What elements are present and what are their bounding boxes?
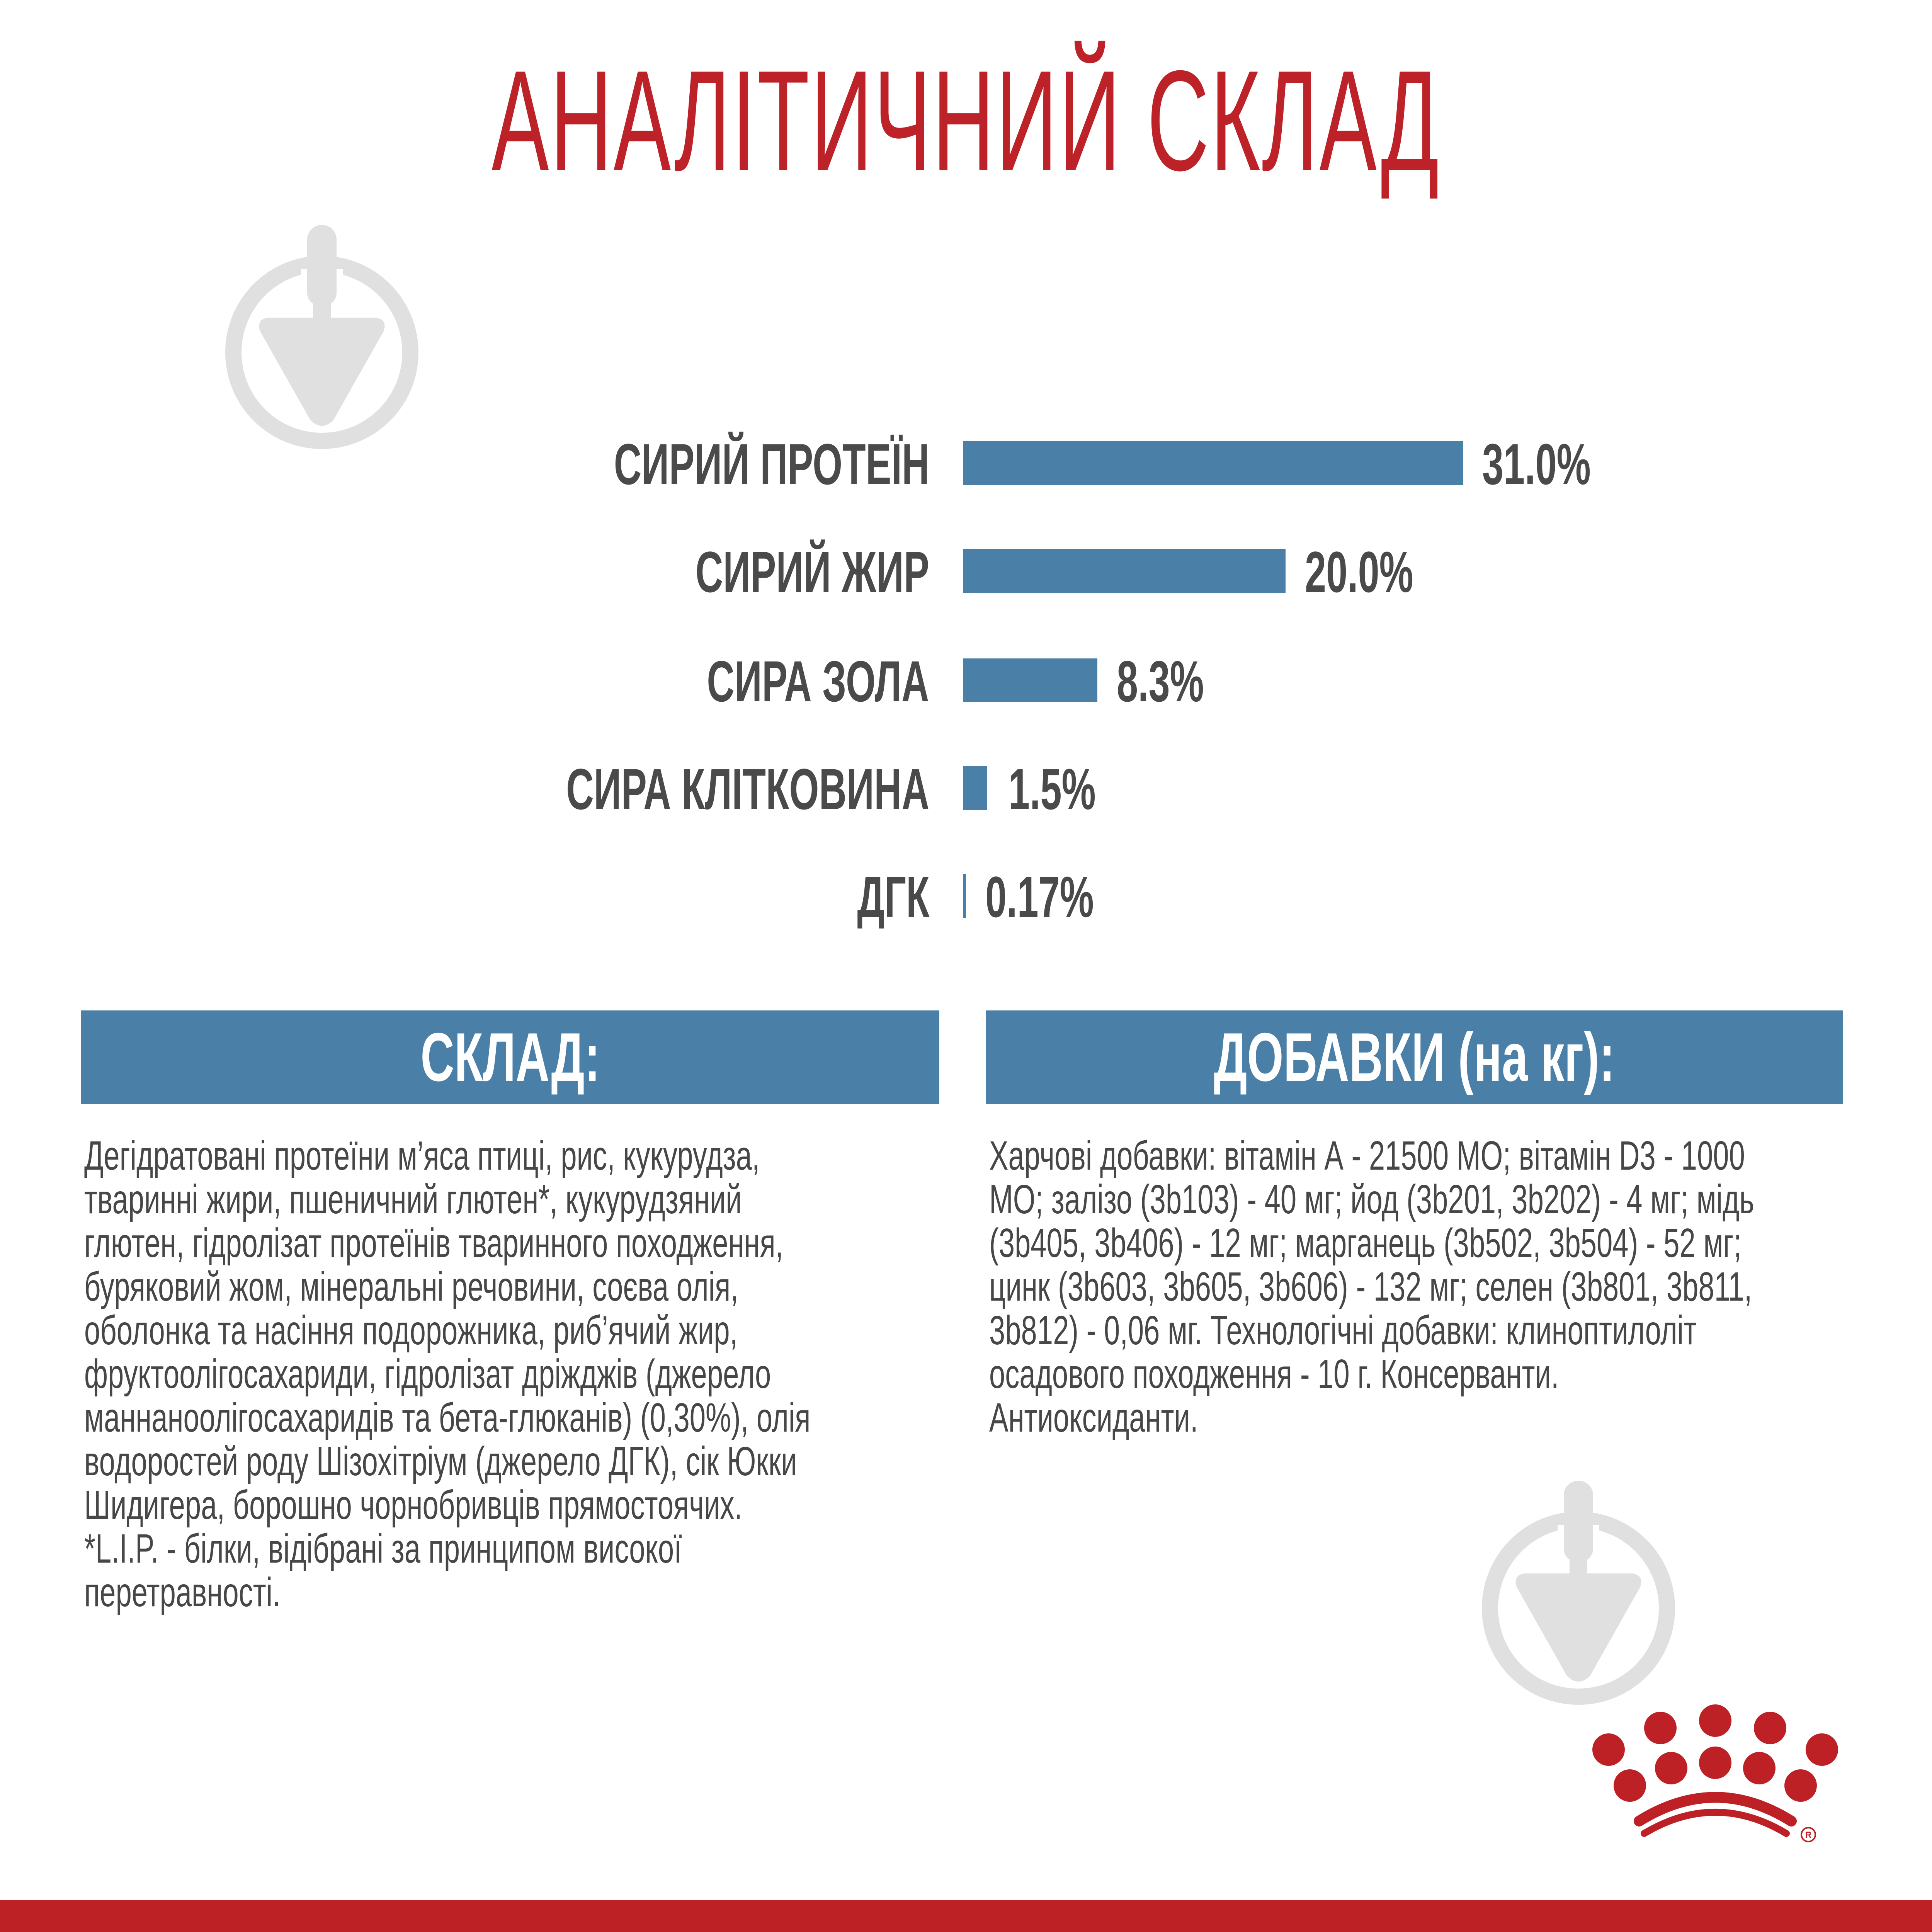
- chart-bar: [963, 658, 1097, 702]
- additives-line: МО; залізо (3b103) - 40 мг; йод (3b201, …: [989, 1177, 1754, 1222]
- composition-line: Дегідратовані протеїни м’яса птиці, рис,…: [84, 1133, 760, 1179]
- chart-row-value: 20.0%: [1305, 539, 1413, 604]
- composition-line: тваринні жири, пшеничний глютен*, кукуру…: [84, 1177, 742, 1222]
- chart-row-label: СИРА КЛІТКОВИНА: [566, 757, 929, 821]
- chart-row-label: СИРИЙ ЖИР: [695, 539, 929, 604]
- composition-line: маннаноолігосахаридів та бета-глюканів) …: [84, 1395, 811, 1440]
- additives-line: Антиоксиданти.: [989, 1395, 1198, 1440]
- composition-line: *L.I.P. - білки, відібрані за принципом …: [84, 1526, 682, 1571]
- chart-row-crude-ash: СИРА ЗОЛА 8.3%: [0, 649, 1932, 714]
- composition-line: перетравності.: [84, 1570, 281, 1615]
- chart-row-crude-fiber: СИРА КЛІТКОВИНА 1.5%: [0, 757, 1932, 821]
- additives-line: цинк (3b603, 3b605, 3b606) - 132 мг; сел…: [989, 1264, 1752, 1310]
- additives-line: Харчові добавки: вітамін А - 21500 МО; в…: [989, 1133, 1745, 1179]
- royal-canin-crown-logo: R: [1584, 1704, 1847, 1859]
- chart-bar: [963, 549, 1286, 593]
- chart-row-label: ДГК: [857, 864, 929, 929]
- registered-mark-icon: R: [1801, 1827, 1816, 1842]
- chart-bar: [963, 874, 966, 918]
- composition-line: оболонка та насіння подорожника, риб’ячи…: [84, 1308, 738, 1353]
- composition-heading-bar: СКЛАД:: [81, 1010, 939, 1104]
- chart-bar: [963, 766, 987, 810]
- bottom-brand-band: [0, 1900, 1932, 1932]
- composition-line: буряковий жом, мінеральні речовини, соєв…: [84, 1264, 738, 1310]
- trowel-in-circle-icon: [1478, 1477, 1679, 1709]
- chart-row-value: 31.0%: [1482, 432, 1591, 497]
- chart-row-value: 8.3%: [1117, 649, 1204, 714]
- composition-heading: СКЛАД:: [420, 1019, 600, 1095]
- chart-row-value: 1.5%: [1009, 757, 1096, 821]
- additives-line: осадового походження - 10 г. Консерванти…: [989, 1351, 1559, 1397]
- chart-row-dha: ДГК 0.17%: [0, 864, 1932, 929]
- composition-line: Шидигера, борошно чорнобривців прямостоя…: [84, 1482, 743, 1528]
- composition-text: Дегідратовані протеїни м’яса птиці, рис,…: [84, 1134, 942, 1614]
- chart-row-crude-fat: СИРИЙ ЖИР 20.0%: [0, 539, 1932, 604]
- additives-line: 3b812) - 0,06 мг. Технологічні добавки: …: [989, 1308, 1697, 1353]
- additives-heading-bar: ДОБАВКИ (на кг):: [986, 1010, 1843, 1104]
- additives-line: (3b405, 3b406) - 12 мг; марганець (3b502…: [989, 1220, 1742, 1266]
- page-title: АНАЛІТИЧНИЙ СКЛАД: [492, 41, 1440, 201]
- chart-row-label: СИРА ЗОЛА: [707, 649, 929, 714]
- chart-row-label: СИРИЙ ПРОТЕЇН: [614, 432, 929, 497]
- svg-text:R: R: [1805, 1830, 1811, 1840]
- additives-text: Харчові добавки: вітамін А - 21500 МО; в…: [989, 1134, 1847, 1440]
- page-title-container: АНАЛІТИЧНИЙ СКЛАД: [0, 49, 1932, 212]
- chart-bar: [963, 441, 1463, 485]
- chart-row-crude-protein: СИРИЙ ПРОТЕЇН 31.0%: [0, 432, 1932, 497]
- trowel-in-circle-icon: [221, 221, 422, 453]
- composition-line: глютен, гідролізат протеїнів тваринного …: [84, 1220, 784, 1266]
- composition-line: фруктоолігосахариди, гідролізат дріжджів…: [84, 1351, 771, 1397]
- additives-heading: ДОБАВКИ (на кг):: [1213, 1019, 1615, 1095]
- composition-line: водоростей роду Шізохітріум (джерело ДГК…: [84, 1439, 797, 1484]
- chart-row-value: 0.17%: [985, 864, 1094, 929]
